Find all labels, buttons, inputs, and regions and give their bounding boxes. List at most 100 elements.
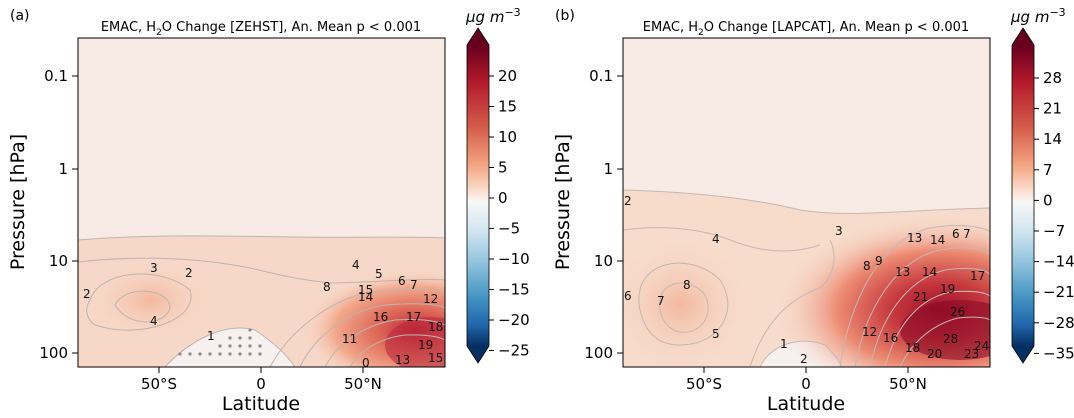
colorbar-tick-label: −7: [1043, 222, 1065, 240]
colorbar-top-extend-a: [467, 28, 489, 45]
contour-label: 0: [362, 356, 370, 370]
contour-label: 3: [835, 224, 843, 238]
colorbar-tick-label: 28: [1043, 69, 1062, 87]
x-tick-label: 50°N: [344, 375, 382, 393]
y-tick-label: 10: [594, 252, 613, 270]
contour-label: 13: [907, 231, 922, 245]
contour-label: 2: [624, 194, 632, 208]
contour-label: 14: [930, 233, 945, 247]
contour-label: 15: [358, 283, 373, 297]
x-tick-label: 0: [256, 375, 266, 393]
x-tick-label: 0: [801, 375, 811, 393]
x-tick-label: 50°S: [141, 375, 177, 393]
y-ticks-b: [617, 75, 623, 354]
y-ticks-a: [72, 75, 78, 354]
contour-label: 7: [410, 278, 418, 292]
contour-label: 13: [395, 353, 410, 367]
contour-label: 24: [974, 339, 989, 353]
contour-label: 5: [712, 327, 720, 341]
colorbar-tick-label: 7: [1043, 161, 1053, 179]
colorbar-frame-b: [1011, 27, 1035, 364]
contour-label: 18: [905, 341, 920, 355]
contour-label: 23: [964, 347, 979, 361]
colorbar-a: [467, 45, 489, 346]
contour-label: 8: [863, 259, 871, 273]
contour-label: 7: [963, 227, 971, 241]
colorbar-tick-label: 20: [498, 67, 517, 85]
contour-label: 17: [970, 269, 985, 283]
contour-label: 9: [875, 254, 883, 268]
y-tick-label: 0.1: [589, 67, 613, 85]
contour-label: 19: [940, 282, 955, 296]
colorbar-tick-label: −21: [1043, 283, 1074, 301]
contour-label: 6: [398, 274, 406, 288]
y-tick-label: 1: [58, 160, 68, 178]
plot-area-a: [78, 38, 445, 367]
colorbar-frame-a: [466, 27, 490, 364]
contour-label: 14: [922, 265, 937, 279]
contour-label: 14: [358, 290, 373, 304]
contour-label: 6: [952, 227, 960, 241]
contour-lines-a: [78, 235, 445, 367]
colorbar-ticks-a: 20 15 10 5 0 −5 −10 −15 −20 −25: [489, 67, 530, 360]
contour-label: 26: [950, 305, 965, 319]
contour-label: 6: [624, 289, 632, 303]
contour-label: 4: [150, 314, 158, 328]
x-tick-label: 50°S: [686, 375, 722, 393]
contour-label: 2: [185, 266, 193, 280]
colorbar-tick-label: 15: [498, 98, 517, 116]
warm-blob-b: [623, 235, 755, 367]
contour-label: 15: [428, 351, 443, 365]
contour-label: 1: [207, 329, 215, 343]
panel-letter-a: (a): [10, 8, 30, 24]
y-tick-label: 1: [603, 160, 613, 178]
contour-label: 2: [83, 287, 91, 301]
hotspot-core-b: [900, 300, 990, 360]
colorbar-tick-label: 0: [498, 189, 508, 207]
panel-letter-b: (b): [555, 8, 575, 24]
contour-label: 16: [373, 310, 388, 324]
plot-area-b: [623, 38, 990, 367]
panel-a: (a) EMAC, H2O Change [ZEHST], An. Mean p…: [7, 6, 530, 415]
colorbar-units-b: µg m−3: [1010, 6, 1066, 26]
colorbar-tick-label: 14: [1043, 130, 1062, 148]
contour-label: 13: [895, 265, 910, 279]
x-axis-title-b: Latitude: [767, 393, 845, 414]
plot-title-b: EMAC, H2O Change [LAPCAT], An. Mean p < …: [643, 20, 969, 38]
contour-lines-b: [623, 189, 990, 367]
contour-label: 12: [862, 325, 877, 339]
contour-label: 8: [323, 280, 331, 294]
colorbar-b: [1012, 45, 1034, 346]
hotspot-core-a: [385, 317, 445, 367]
x-ticks-a: [158, 367, 364, 373]
y-tick-label: 0.1: [44, 67, 68, 85]
contour-label: 8: [683, 278, 691, 292]
contour-label: 5: [375, 267, 383, 281]
y-tick-label: 100: [584, 344, 613, 362]
y-tick-label: 10: [49, 252, 68, 270]
y-tick-label: 100: [39, 344, 68, 362]
x-tick-label: 50°N: [889, 375, 927, 393]
y-axis-title-b: Pressure [hPa]: [552, 134, 574, 270]
colorbar-bottom-extend-b: [1012, 346, 1034, 363]
colorbar-tick-label: 5: [498, 159, 508, 177]
colorbar-tick-label: −10: [498, 250, 530, 268]
contour-label: 3: [150, 261, 158, 275]
colorbar-tick-label: 0: [1043, 191, 1053, 209]
contour-label: 16: [883, 331, 898, 345]
colorbar-tick-label: 10: [498, 128, 517, 146]
colorbar-tick-label: 21: [1043, 100, 1062, 118]
contour-label: 18: [428, 320, 443, 334]
plot-title-a: EMAC, H2O Change [ZEHST], An. Mean p < 0…: [101, 20, 421, 38]
y-axis-title-a: Pressure [hPa]: [7, 134, 29, 270]
colorbar-bottom-extend-a: [467, 346, 489, 363]
colorbar-tick-label: −28: [1043, 314, 1074, 332]
contour-label: 2: [800, 352, 808, 366]
colorbar-ticks-b: 28 21 14 7 0 −7 −14 −21 −28 −35: [1034, 69, 1074, 362]
colorbar-tick-label: −25: [498, 342, 530, 360]
contour-label: 12: [423, 292, 438, 306]
contour-label: 19: [418, 338, 433, 352]
contour-label: 28: [943, 332, 958, 346]
colorbar-tick-label: −14: [1043, 253, 1074, 271]
colorbar-tick-label: −5: [498, 220, 520, 238]
